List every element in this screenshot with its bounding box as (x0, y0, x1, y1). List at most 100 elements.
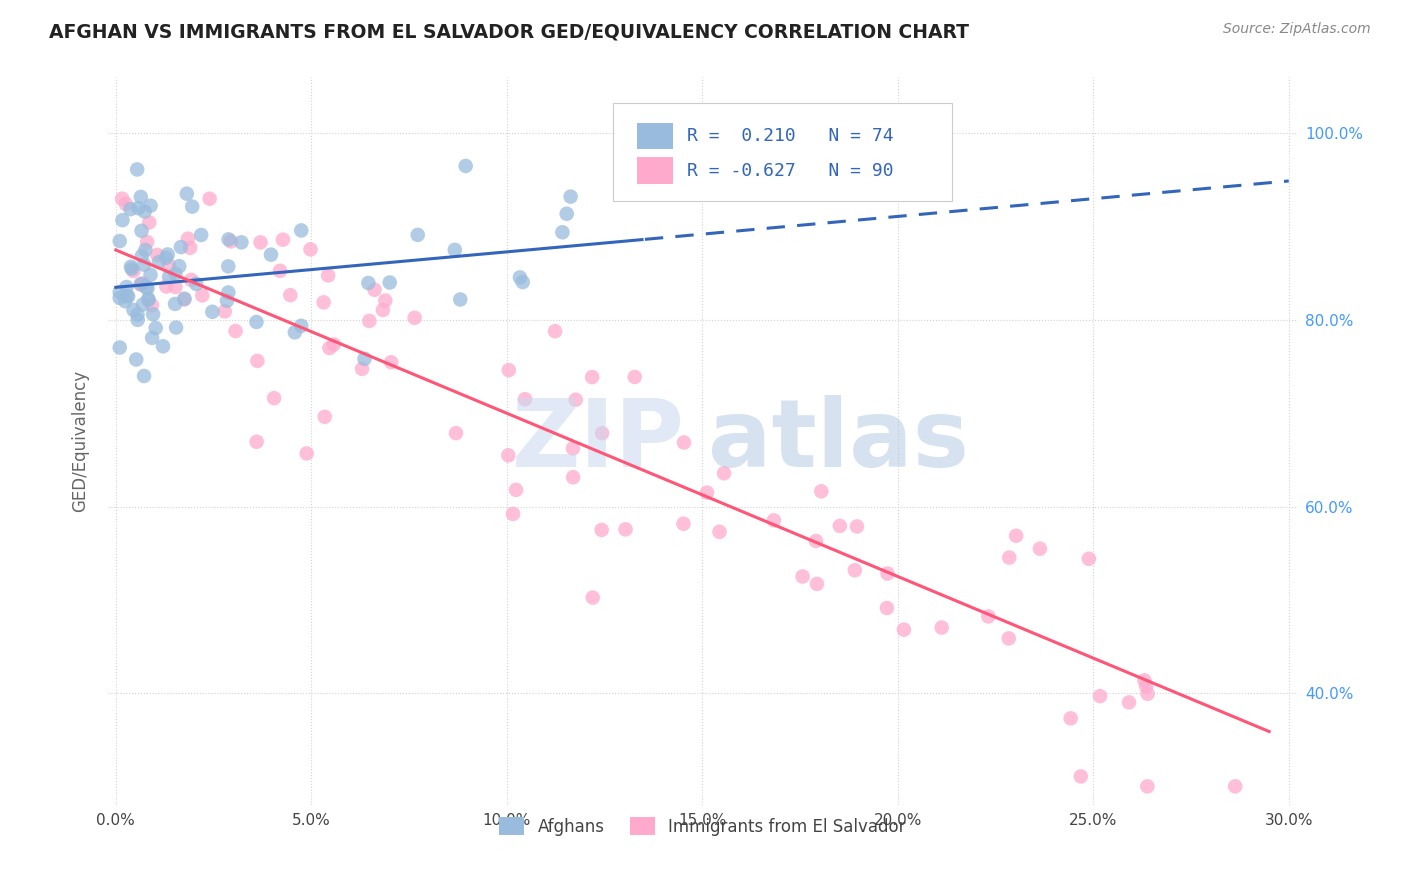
Point (271, 233, 294, 247)
Point (1136, 780, 1159, 794)
Point (314, 409, 336, 424)
Point (562, 470, 585, 484)
Point (136, 292, 159, 306)
Point (201, 305, 224, 319)
Point (219, 235, 242, 249)
Point (1225, 780, 1247, 794)
Point (828, 519, 851, 533)
Point (443, 243, 465, 257)
Legend: Afghans, Immigrants from El Salvador: Afghans, Immigrants from El Salvador (491, 809, 914, 844)
Text: R = -0.627   N = 90: R = -0.627 N = 90 (686, 161, 893, 179)
Point (139, 268, 162, 282)
Point (134, 243, 156, 257)
FancyBboxPatch shape (637, 158, 672, 184)
Point (131, 224, 153, 238)
Point (696, 485, 718, 500)
Point (454, 159, 477, 173)
Point (406, 227, 429, 242)
Point (350, 362, 373, 376)
Point (155, 251, 177, 265)
Text: atlas: atlas (709, 395, 969, 487)
Point (404, 310, 426, 325)
Point (167, 259, 190, 273)
Point (246, 434, 269, 449)
Point (1118, 695, 1140, 709)
Point (591, 426, 613, 441)
Point (163, 297, 186, 311)
Text: R =  0.210   N = 74: R = 0.210 N = 74 (686, 127, 893, 145)
Point (152, 339, 174, 353)
Point (145, 321, 167, 335)
Point (353, 351, 375, 366)
Point (363, 283, 385, 297)
Point (177, 232, 200, 246)
Point (165, 280, 187, 294)
Point (181, 200, 204, 214)
Point (217, 285, 239, 300)
Point (155, 279, 177, 293)
Point (1135, 680, 1157, 694)
Point (134, 204, 156, 219)
Point (844, 563, 866, 577)
Point (148, 255, 170, 269)
Point (498, 448, 520, 462)
Point (582, 591, 605, 605)
Point (114, 294, 136, 309)
Point (672, 516, 695, 531)
Point (120, 260, 142, 274)
Point (1070, 769, 1092, 783)
Point (512, 275, 534, 289)
Point (111, 213, 134, 227)
Point (122, 264, 145, 278)
Point (108, 234, 131, 248)
Point (564, 392, 586, 407)
Point (157, 269, 180, 284)
Point (876, 566, 898, 581)
Point (316, 268, 339, 283)
Point (290, 318, 312, 333)
Point (111, 192, 134, 206)
Point (762, 513, 785, 527)
Point (804, 533, 827, 548)
Point (371, 303, 394, 318)
Point (931, 621, 953, 635)
Point (218, 232, 240, 246)
Point (713, 467, 735, 481)
Text: ZIP: ZIP (512, 395, 685, 487)
Point (249, 235, 271, 250)
Point (977, 609, 1000, 624)
Point (560, 189, 582, 203)
Point (509, 270, 531, 285)
Point (114, 197, 136, 211)
Point (591, 523, 613, 537)
Point (131, 249, 153, 263)
Point (614, 522, 637, 536)
Point (215, 293, 238, 308)
Point (581, 370, 603, 384)
Point (1077, 551, 1099, 566)
Point (893, 623, 915, 637)
Point (132, 297, 155, 311)
Point (115, 280, 138, 294)
Point (186, 277, 208, 291)
Point (513, 392, 536, 407)
Point (502, 507, 524, 521)
Point (444, 426, 467, 441)
Point (120, 202, 142, 216)
Point (551, 225, 574, 239)
Point (1133, 673, 1156, 688)
Point (108, 291, 131, 305)
Point (322, 337, 344, 351)
Point (127, 313, 149, 327)
Point (876, 601, 898, 615)
Point (544, 324, 567, 338)
Point (263, 391, 285, 405)
Point (108, 341, 131, 355)
Point (380, 355, 402, 369)
Point (190, 227, 212, 242)
Point (129, 190, 152, 204)
Point (278, 288, 301, 302)
Point (191, 288, 214, 302)
Point (1029, 541, 1052, 556)
Point (141, 331, 163, 345)
